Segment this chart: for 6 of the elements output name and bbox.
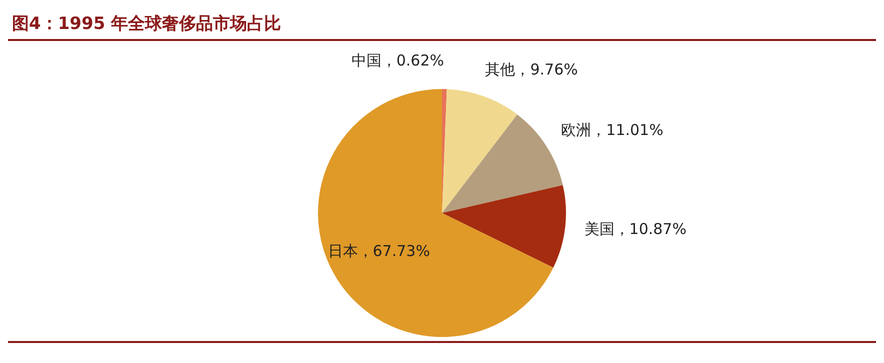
slice-label: 欧洲，11.01% [561, 120, 664, 139]
slice-label: 其他，9.76% [485, 60, 578, 79]
slice-label: 日本，67.73% [328, 242, 430, 260]
text: 图4：1995 年全球奢侈品市场占比 [11, 13, 282, 36]
slice-label: 美国，10.87% [584, 220, 686, 238]
slice-label: 中国，0.62% [351, 52, 444, 70]
